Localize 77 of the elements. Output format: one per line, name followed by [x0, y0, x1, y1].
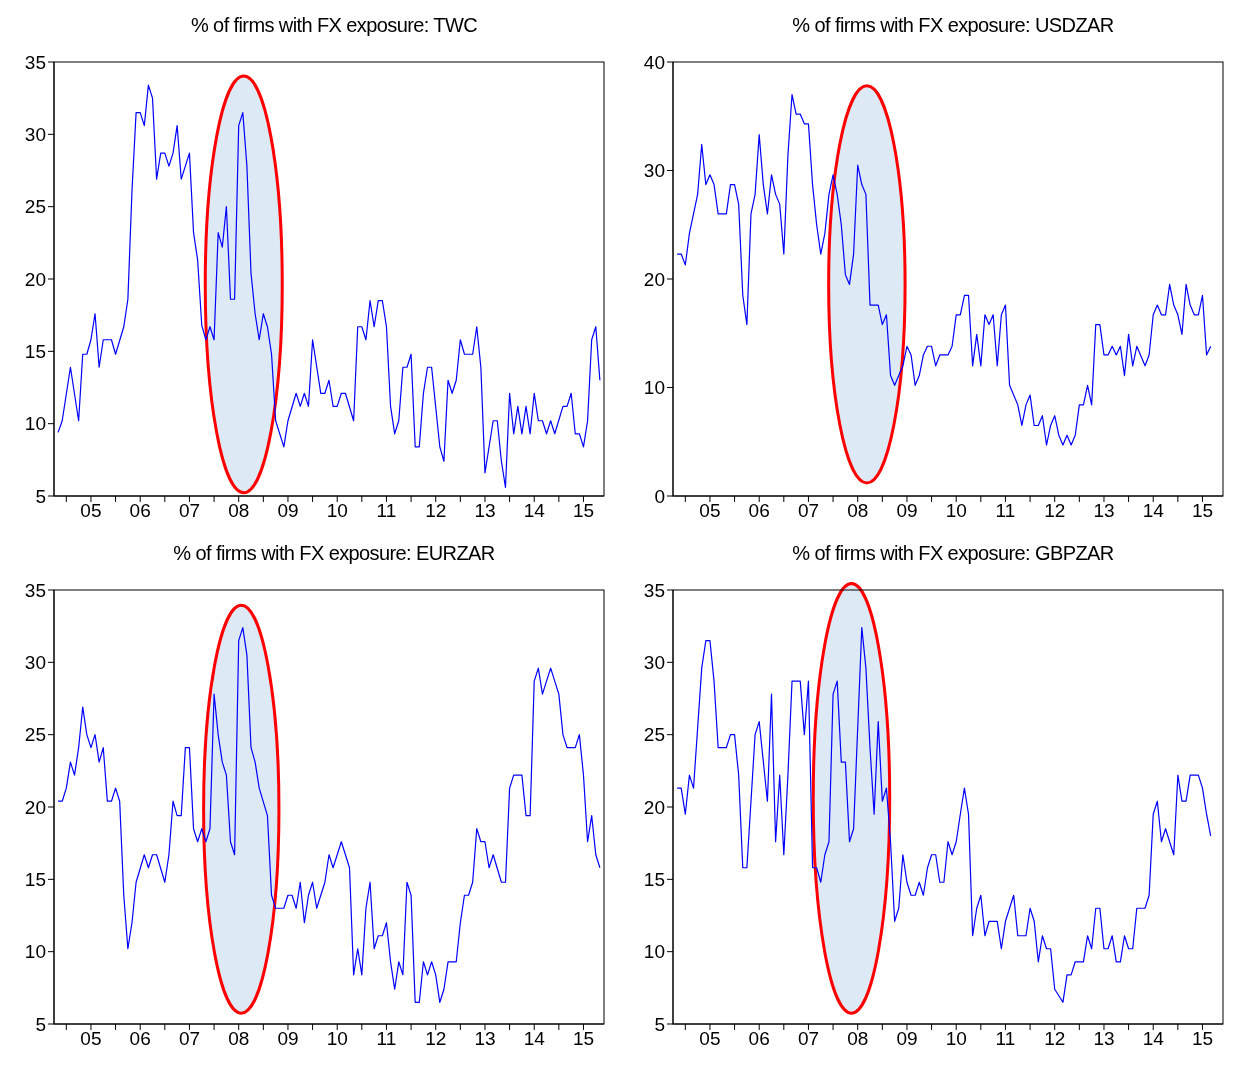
y-tick-label: 25 — [643, 724, 665, 746]
chart-title: % of firms with FX exposure: USDZAR — [791, 13, 1115, 38]
x-tick-label: 14 — [1142, 500, 1165, 522]
x-tick-label: 13 — [1093, 500, 1115, 522]
x-tick-label: 11 — [376, 1028, 397, 1050]
x-tick-label: 07 — [178, 500, 201, 522]
y-tick-label: 40 — [643, 51, 665, 73]
x-tick-label: 07 — [797, 1028, 820, 1050]
line-series — [676, 627, 1212, 1003]
x-tick-label: 06 — [129, 1028, 151, 1050]
x-tick-label: 15 — [572, 1028, 595, 1050]
x-tick-label: 12 — [1044, 500, 1066, 522]
y-tick-label: 30 — [643, 652, 665, 674]
x-tick-label: 10 — [326, 1028, 348, 1050]
y-tick-label: 10 — [24, 413, 46, 435]
line-series — [57, 627, 601, 1003]
chart-title: % of firms with FX exposure: GBPZAR — [791, 541, 1115, 566]
y-tick-label: 20 — [24, 796, 46, 818]
y-tick-label: 20 — [643, 268, 665, 290]
x-tick-label: 07 — [797, 500, 820, 522]
x-tick-label: 11 — [995, 500, 1016, 522]
x-tick-label: 15 — [572, 500, 595, 522]
y-tick-label: 10 — [24, 941, 46, 963]
y-tick-label: 20 — [643, 796, 665, 818]
y-tick-label: 10 — [643, 941, 665, 963]
y-tick-label: 15 — [643, 869, 665, 891]
y-tick-label: 35 — [24, 579, 46, 601]
x-tick-label: 09 — [896, 500, 918, 522]
y-tick-label: 15 — [24, 869, 46, 891]
y-tick-label: 25 — [24, 196, 46, 218]
y-tick-label: 5 — [654, 1013, 665, 1035]
x-tick-label: 08 — [847, 1028, 869, 1050]
x-tick-label: 12 — [1044, 1028, 1066, 1050]
x-tick-label: 05 — [699, 500, 721, 522]
x-tick-label: 08 — [228, 1028, 250, 1050]
x-tick-label: 12 — [425, 1028, 447, 1050]
y-tick-label: 30 — [24, 124, 46, 146]
x-tick-label: 14 — [1142, 1028, 1165, 1050]
y-tick-label: 35 — [643, 579, 665, 601]
x-tick-label: 15 — [1191, 1028, 1214, 1050]
x-tick-label: 08 — [847, 500, 869, 522]
x-tick-label: 14 — [523, 1028, 546, 1050]
x-tick-label: 09 — [277, 500, 299, 522]
y-tick-label: 0 — [654, 485, 665, 507]
x-tick-label: 11 — [995, 1028, 1016, 1050]
y-tick-label: 30 — [24, 652, 46, 674]
x-tick-label: 07 — [178, 1028, 201, 1050]
x-tick-label: 12 — [425, 500, 447, 522]
x-tick-label: 08 — [228, 500, 250, 522]
x-tick-label: 14 — [523, 500, 546, 522]
x-tick-label: 13 — [474, 1028, 496, 1050]
x-tick-label: 13 — [474, 500, 496, 522]
line-series — [676, 93, 1212, 446]
x-tick-label: 06 — [748, 1028, 770, 1050]
x-tick-label: 10 — [945, 1028, 967, 1050]
y-tick-label: 5 — [35, 1013, 46, 1035]
y-tick-label: 25 — [24, 724, 46, 746]
y-tick-label: 20 — [24, 268, 46, 290]
x-tick-label: 13 — [1093, 1028, 1115, 1050]
y-tick-label: 10 — [643, 377, 665, 399]
y-tick-label: 35 — [24, 51, 46, 73]
x-tick-label: 09 — [896, 1028, 918, 1050]
chart-title: % of firms with FX exposure: EURZAR — [172, 541, 496, 566]
x-tick-label: 10 — [945, 500, 967, 522]
y-tick-label: 30 — [643, 160, 665, 182]
x-tick-label: 05 — [80, 500, 102, 522]
x-tick-label: 06 — [748, 500, 770, 522]
y-tick-label: 15 — [24, 341, 46, 363]
x-tick-label: 15 — [1191, 500, 1214, 522]
y-tick-label: 5 — [35, 485, 46, 507]
x-tick-label: 05 — [699, 1028, 721, 1050]
x-tick-label: 09 — [277, 1028, 299, 1050]
x-tick-label: 06 — [129, 500, 151, 522]
x-tick-label: 10 — [326, 500, 348, 522]
x-tick-label: 05 — [80, 1028, 102, 1050]
x-tick-label: 11 — [376, 500, 397, 522]
chart-title: % of firms with FX exposure: TWC — [189, 13, 479, 38]
